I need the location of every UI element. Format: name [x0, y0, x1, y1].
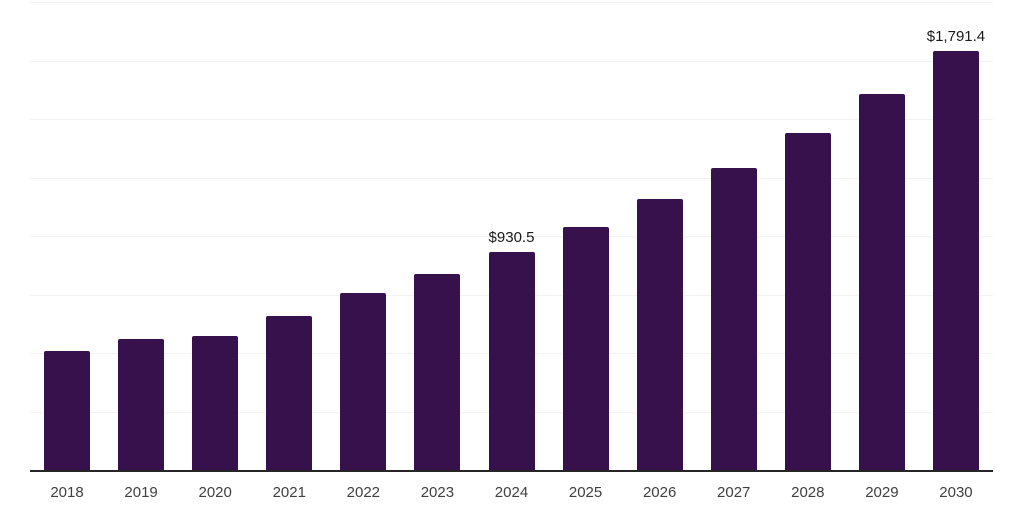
x-axis-line — [30, 470, 993, 472]
bar-2022 — [340, 293, 387, 470]
x-tick-label-2023: 2023 — [420, 484, 455, 501]
x-tick-label-2028: 2028 — [791, 484, 825, 501]
bar-2029 — [858, 93, 905, 470]
gridline — [30, 236, 993, 237]
plot-area: $930.5 $1,791.4 — [30, 2, 993, 472]
bar-2020 — [192, 335, 239, 470]
bar-2024 — [488, 252, 535, 470]
x-tick-label-2018: 2018 — [50, 484, 84, 501]
x-axis-labels: 2018 2019 2020 2021 2022 2023 2024 2025 2026 2027… — [30, 484, 993, 504]
gridline — [30, 119, 993, 120]
bar-2027 — [710, 168, 757, 470]
gridline — [30, 60, 993, 62]
x-tick-label-2027: 2027 — [717, 484, 751, 501]
gridline — [30, 2, 993, 3]
bar-2021 — [266, 316, 313, 470]
bar-2018 — [44, 351, 91, 470]
x-tick-label-2029: 2029 — [865, 484, 899, 501]
bar-2030 — [932, 50, 979, 470]
x-tick-label-2021: 2021 — [272, 484, 306, 501]
bar-2025 — [562, 227, 609, 470]
x-tick-label-2025: 2025 — [568, 484, 603, 501]
x-tick-label-2019: 2019 — [124, 484, 158, 501]
value-label-2030: $1,791.4 — [926, 27, 986, 45]
value-label-2024: $930.5 — [488, 229, 535, 247]
gridline — [30, 177, 993, 179]
x-tick-label-2024: 2024 — [494, 484, 529, 501]
bar-2026 — [636, 199, 683, 470]
bar-2019 — [118, 338, 165, 470]
x-tick-label-2020: 2020 — [198, 484, 232, 501]
bar-2023 — [414, 273, 461, 470]
x-tick-label-2030: 2030 — [939, 484, 973, 501]
x-tick-label-2022: 2022 — [346, 484, 381, 501]
x-tick-label-2026: 2026 — [642, 484, 677, 501]
bar-2028 — [784, 133, 831, 470]
